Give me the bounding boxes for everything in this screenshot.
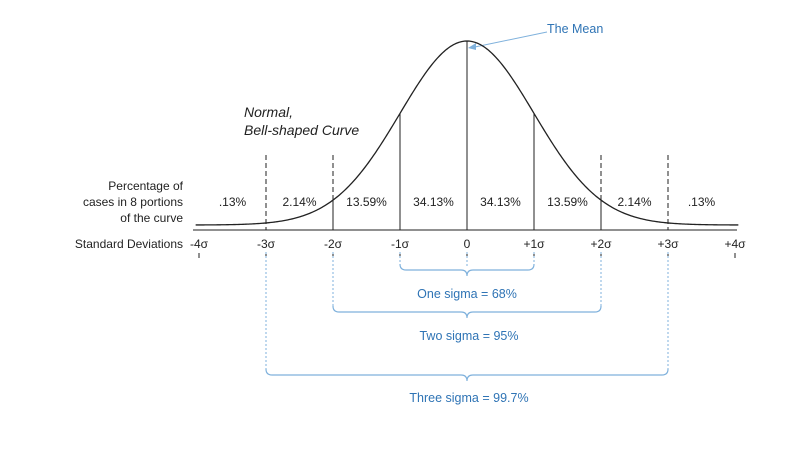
mean-label: The Mean — [547, 22, 603, 36]
portion-label: 13.59% — [346, 195, 387, 209]
one-sigma-label: One sigma = 68% — [417, 287, 517, 301]
portion-label: 13.59% — [547, 195, 588, 209]
one-sigma-bracket — [399, 263, 535, 277]
portion-label: .13% — [688, 195, 716, 209]
row-label-line-2: cases in 8 portions — [83, 195, 183, 209]
tick-label: -4σ — [190, 237, 209, 251]
two-sigma-label: Two sigma = 95% — [419, 329, 518, 343]
portion-label: 2.14% — [617, 195, 651, 209]
tick-label: +4σ — [724, 237, 746, 251]
portion-label: 2.14% — [282, 195, 316, 209]
tick-label: -2σ — [324, 237, 343, 251]
tick-label: +2σ — [590, 237, 612, 251]
tick-label: +3σ — [657, 237, 679, 251]
tick-label: +1σ — [523, 237, 545, 251]
three-sigma-bracket — [265, 368, 669, 382]
row-label-line-3: of the curve — [120, 211, 183, 225]
two-sigma-bracket — [332, 305, 602, 319]
row-label-line-1: Percentage of — [108, 179, 183, 193]
title-line-2: Bell-shaped Curve — [244, 122, 359, 138]
title-line-1: Normal, — [244, 104, 293, 120]
portion-label: 34.13% — [480, 195, 521, 209]
mean-arrowhead — [468, 43, 476, 50]
portion-label: 34.13% — [413, 195, 454, 209]
guide-lines — [265, 252, 669, 369]
tick-label: -1σ — [391, 237, 410, 251]
portion-label: .13% — [219, 195, 247, 209]
tick-label: -3σ — [257, 237, 276, 251]
axis-label: Standard Deviations — [75, 237, 183, 251]
tick-label: 0 — [464, 237, 471, 251]
three-sigma-label: Three sigma = 99.7% — [409, 391, 528, 405]
